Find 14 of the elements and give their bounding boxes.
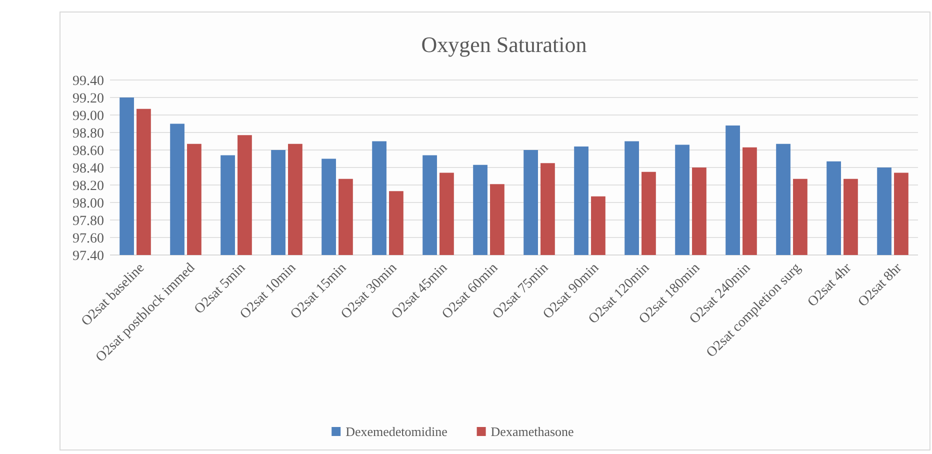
y-tick-label: 98.80 xyxy=(72,126,104,142)
y-tick-label: 97.60 xyxy=(72,231,104,246)
chart-title: Oxygen Saturation xyxy=(421,32,587,57)
y-tick-label: 97.80 xyxy=(72,214,104,229)
y-tick-label: 98.00 xyxy=(72,196,104,212)
y-tick-label: 99.40 xyxy=(72,74,104,89)
y-tick-label: 98.40 xyxy=(72,161,104,176)
y-tick-label: 99.00 xyxy=(72,108,104,124)
legend-label: Dexemedetomidine xyxy=(346,424,448,439)
y-tick-label: 99.20 xyxy=(72,91,104,106)
y-tick-label: 97.40 xyxy=(72,248,104,264)
legend-label: Dexamethasone xyxy=(490,424,574,439)
y-tick-label: 98.60 xyxy=(72,144,104,159)
y-tick-label: 98.20 xyxy=(72,178,104,194)
